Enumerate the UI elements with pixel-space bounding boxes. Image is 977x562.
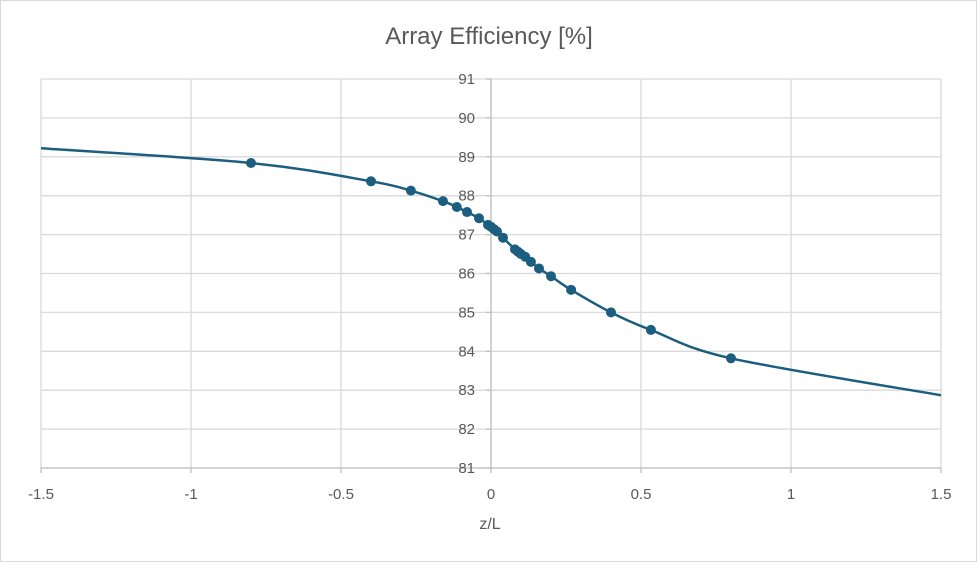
data-point — [246, 158, 256, 169]
y-tick-label: 87 — [458, 227, 475, 244]
data-point — [438, 196, 448, 207]
data-point — [606, 307, 616, 318]
y-tick-label: 86 — [458, 266, 475, 283]
data-point — [462, 207, 472, 218]
x-tick-label: -1.5 — [28, 486, 54, 503]
x-tick-label: 0 — [487, 486, 495, 503]
data-point — [405, 185, 416, 196]
y-tick-label: 90 — [458, 110, 475, 127]
y-tick-label: 88 — [458, 188, 475, 205]
data-point — [451, 201, 462, 212]
y-tick-label: 84 — [458, 343, 475, 360]
data-point — [498, 232, 508, 243]
x-tick-label: 0.5 — [631, 486, 652, 503]
x-tick-label: -0.5 — [328, 486, 354, 503]
y-tick-label: 82 — [458, 421, 475, 438]
data-point — [726, 353, 736, 364]
axis-layer — [40, 78, 942, 473]
tick-layer: 81 82 83 84 85 86 87 88 89 90 91 -1.5 -1 -0.5 0 0.5 1 1.5 — [28, 71, 951, 503]
y-tick-label: 91 — [458, 71, 475, 88]
chart-title: Array Efficiency [%] — [385, 23, 593, 50]
y-tick-label: 89 — [458, 149, 475, 166]
data-point — [534, 263, 544, 274]
data-point — [525, 256, 536, 267]
data-point — [566, 284, 577, 295]
data-point — [474, 213, 484, 224]
data-point — [546, 271, 556, 282]
y-tick-label: 83 — [458, 382, 475, 399]
data-point — [645, 324, 656, 335]
data-point — [366, 176, 376, 187]
series-layer — [40, 146, 942, 397]
x-axis-label: z/L — [479, 516, 500, 533]
y-tick-label: 85 — [458, 304, 475, 321]
x-tick-label: 1 — [787, 486, 795, 503]
data-point — [492, 226, 502, 237]
x-tick-label: 1.5 — [931, 486, 952, 503]
x-tick-label: -1 — [184, 486, 197, 503]
y-tick-label: 81 — [458, 460, 475, 477]
